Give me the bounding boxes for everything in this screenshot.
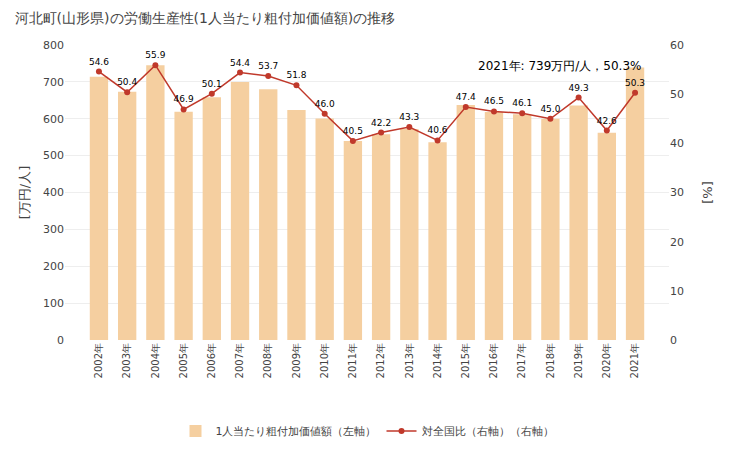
svg-text:40.5: 40.5 [343, 126, 363, 136]
svg-text:100: 100 [43, 297, 64, 310]
svg-text:54.4: 54.4 [230, 58, 250, 68]
svg-text:54.6: 54.6 [89, 57, 109, 67]
svg-text:46.0: 46.0 [315, 99, 335, 109]
svg-text:[%]: [%] [700, 181, 715, 204]
svg-text:60: 60 [670, 39, 684, 52]
svg-text:対全国比（右軸）（右軸）: 対全国比（右軸）（右軸） [422, 425, 554, 438]
svg-text:400: 400 [43, 186, 64, 199]
svg-text:46.5: 46.5 [484, 96, 504, 106]
svg-text:600: 600 [43, 113, 64, 126]
svg-text:50: 50 [670, 88, 684, 101]
svg-text:45.0: 45.0 [540, 104, 560, 114]
svg-text:2002年: 2002年 [93, 343, 104, 378]
svg-text:2006年: 2006年 [206, 343, 217, 378]
svg-text:46.9: 46.9 [174, 94, 194, 104]
svg-text:49.3: 49.3 [569, 83, 589, 93]
svg-text:200: 200 [43, 260, 64, 273]
svg-text:2013年: 2013年 [404, 343, 415, 378]
svg-text:55.9: 55.9 [145, 50, 165, 60]
svg-text:300: 300 [43, 223, 64, 236]
svg-text:30: 30 [670, 186, 684, 199]
svg-text:51.8: 51.8 [286, 70, 306, 80]
svg-text:2018年: 2018年 [545, 343, 556, 378]
svg-text:500: 500 [43, 149, 64, 162]
svg-text:2021年: 2021年 [629, 343, 640, 378]
svg-text:[万円/人]: [万円/人] [17, 166, 32, 220]
svg-text:2019年: 2019年 [573, 343, 584, 378]
svg-text:40.6: 40.6 [428, 125, 448, 135]
svg-text:2010年: 2010年 [319, 343, 330, 378]
svg-text:700: 700 [43, 76, 64, 89]
svg-text:2021年: 739万円/人，50.3%: 2021年: 739万円/人，50.3% [478, 59, 641, 73]
svg-text:10: 10 [670, 285, 684, 298]
svg-text:800: 800 [43, 39, 64, 52]
svg-text:2014年: 2014年 [432, 343, 443, 378]
svg-text:2003年: 2003年 [121, 343, 132, 378]
svg-text:2007年: 2007年 [234, 343, 245, 378]
svg-text:2012年: 2012年 [375, 343, 386, 378]
svg-text:2004年: 2004年 [150, 343, 161, 378]
svg-text:河北町(山形県)の労働生産性(1人当たり粗付加価値額)の推移: 河北町(山形県)の労働生産性(1人当たり粗付加価値額)の推移 [15, 10, 396, 26]
svg-text:2005年: 2005年 [178, 343, 189, 378]
svg-text:46.1: 46.1 [512, 98, 532, 108]
svg-text:2009年: 2009年 [291, 343, 302, 378]
svg-text:50.1: 50.1 [202, 79, 222, 89]
svg-text:1人当たり粗付加価値額（左軸）: 1人当たり粗付加価値額（左軸） [216, 425, 377, 438]
svg-text:0: 0 [670, 334, 677, 347]
svg-text:43.3: 43.3 [399, 112, 419, 122]
svg-text:40: 40 [670, 137, 684, 150]
svg-text:2020年: 2020年 [601, 343, 612, 378]
svg-text:2011年: 2011年 [347, 343, 358, 378]
svg-text:0: 0 [57, 334, 64, 347]
svg-text:42.2: 42.2 [371, 118, 391, 128]
svg-text:42.6: 42.6 [597, 116, 617, 126]
svg-text:53.7: 53.7 [258, 61, 278, 71]
svg-text:50.4: 50.4 [117, 77, 137, 87]
svg-text:2015年: 2015年 [460, 343, 471, 378]
svg-text:2016年: 2016年 [488, 343, 499, 378]
svg-text:20: 20 [670, 236, 684, 249]
svg-text:47.4: 47.4 [456, 92, 476, 102]
svg-text:2008年: 2008年 [262, 343, 273, 378]
svg-text:50.3: 50.3 [625, 78, 645, 88]
svg-text:2017年: 2017年 [516, 343, 527, 378]
